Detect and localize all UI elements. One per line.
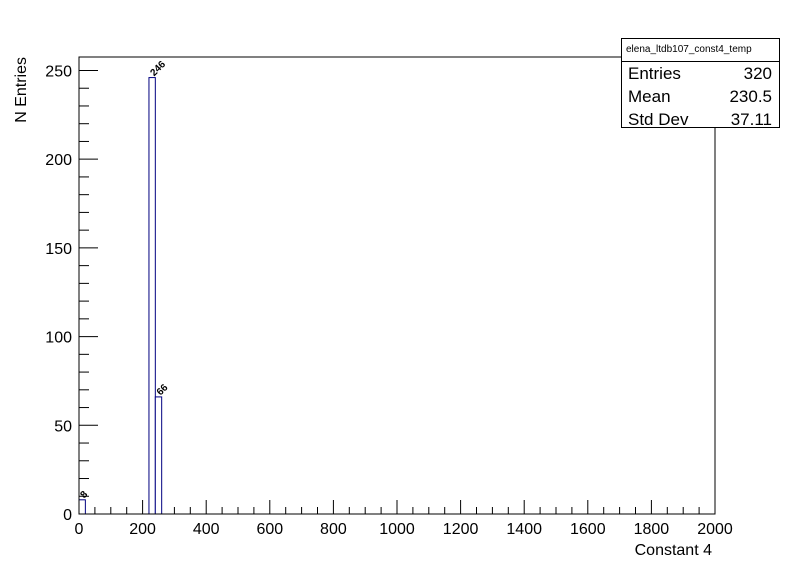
- stats-label: Entries: [628, 64, 681, 83]
- y-tick-label: 100: [45, 330, 72, 347]
- x-tick-label: 200: [129, 521, 156, 538]
- x-axis-label: Constant 4: [635, 542, 712, 559]
- histogram-bar: [78, 499, 86, 515]
- stats-row-mean: Mean 230.5: [622, 85, 779, 108]
- y-tick-label: 50: [54, 418, 72, 435]
- bar-value-label: 66: [155, 382, 171, 398]
- stats-label: Std Dev: [628, 110, 689, 129]
- stats-value: 320: [743, 64, 772, 83]
- x-tick-label: 0: [75, 521, 84, 538]
- stats-value: 230.5: [729, 87, 772, 106]
- histogram-bar: [148, 77, 156, 515]
- y-tick-label: 0: [63, 507, 72, 524]
- x-tick-labels: 0 200 400 600 800 1000 1200 1400 1600 1800 2000: [75, 521, 733, 538]
- axis-ticks: [78, 69, 716, 515]
- histogram-bar: [154, 396, 163, 515]
- x-tick-label: 1200: [443, 521, 479, 538]
- y-tick-label: 200: [45, 152, 72, 169]
- y-tick-label: 150: [45, 241, 72, 258]
- x-tick-label: 400: [193, 521, 220, 538]
- stats-title: elena_ltdb107_const4_temp: [622, 39, 779, 62]
- bar-value-label: 246: [148, 59, 168, 79]
- x-tick-label: 800: [320, 521, 347, 538]
- y-tick-labels: 0 50 100 150 200 250: [45, 63, 72, 524]
- x-tick-label: 1400: [506, 521, 542, 538]
- x-tick-label: 600: [256, 521, 283, 538]
- bar-value-label: 8: [79, 489, 91, 501]
- stats-row-entries: Entries 320: [622, 62, 779, 85]
- y-axis-label: N Entries: [13, 57, 30, 123]
- x-tick-label: 1800: [634, 521, 670, 538]
- stats-label: Mean: [628, 87, 671, 106]
- x-tick-label: 1000: [379, 521, 415, 538]
- stats-value: 37.11: [730, 110, 772, 129]
- y-tick-label: 250: [45, 63, 72, 80]
- x-tick-label: 1600: [570, 521, 606, 538]
- x-tick-label: 2000: [697, 521, 733, 538]
- stats-box: elena_ltdb107_const4_temp Entries 320 Me…: [621, 38, 780, 131]
- plot-frame: [78, 56, 716, 515]
- stats-row-stddev: Std Dev 37.11: [622, 108, 779, 131]
- histogram-bars: [78, 77, 163, 515]
